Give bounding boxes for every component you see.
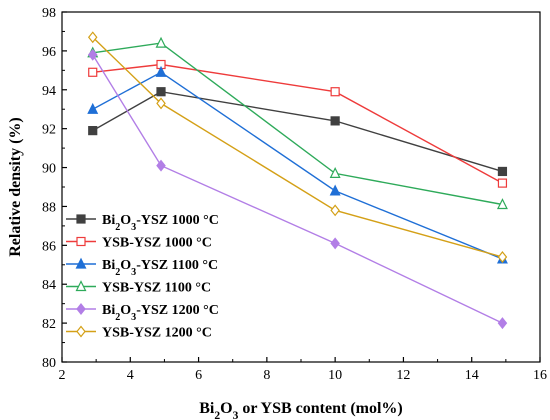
series-2 (88, 59, 508, 188)
data-point (155, 36, 167, 48)
data-point (330, 237, 340, 250)
x-tick-label: 8 (263, 368, 270, 383)
legend-entry-3: Bi2O3-YSZ 1100 °C (66, 257, 218, 278)
x-tick-label: 12 (396, 368, 410, 383)
x-tick-label: 4 (127, 368, 134, 383)
legend-label: Bi2O3-YSZ 1200 °C (102, 303, 219, 323)
legend-label: Bi2O3-YSZ 1000 °C (102, 213, 219, 233)
legend-label: YSB-YSZ 1000 °C (102, 236, 212, 251)
legend-label: YSB-YSZ 1200 °C (102, 326, 212, 341)
data-point (156, 87, 166, 97)
y-tick-label: 94 (42, 84, 56, 99)
y-tick-label: 82 (42, 317, 56, 332)
data-point (156, 97, 166, 110)
y-tick-label: 90 (42, 162, 56, 177)
legend-entry-2: YSB-YSZ 1000 °C (66, 236, 212, 251)
y-tick-label: 84 (42, 278, 56, 293)
data-point (330, 87, 340, 97)
data-point (87, 48, 98, 61)
data-point (87, 102, 99, 114)
legend-label: YSB-YSZ 1100 °C (102, 281, 211, 296)
legend: Bi2O3-YSZ 1000 °C YSB-YSZ 1000 °C Bi2O3-YS… (66, 213, 219, 341)
x-tick-label: 16 (533, 368, 547, 383)
series-line (92, 63, 503, 184)
data-point (496, 198, 508, 210)
legend-marker (75, 257, 87, 269)
y-tick-label: 92 (42, 123, 56, 138)
series-6 (87, 31, 508, 263)
legend-entry-6: YSB-YSZ 1200 °C (66, 326, 212, 341)
data-point (87, 31, 98, 44)
legend-marker (76, 214, 86, 224)
legend-marker (76, 236, 86, 247)
series-line (92, 71, 503, 260)
data-point (329, 184, 341, 196)
legend-marker (76, 303, 86, 315)
y-tick-label: 98 (42, 6, 56, 21)
data-point (497, 251, 508, 263)
series-layer (87, 31, 508, 330)
series-4 (87, 36, 508, 210)
data-point (330, 204, 340, 217)
legend-entry-5: Bi2O3-YSZ 1200 °C (66, 303, 219, 323)
legend-marker (75, 280, 87, 292)
y-tick-label: 80 (42, 356, 56, 371)
series-line (92, 36, 503, 258)
data-point (155, 65, 167, 77)
series-line (92, 54, 503, 324)
x-tick-label: 10 (328, 368, 342, 383)
x-tick-label: 14 (465, 368, 479, 383)
axes: 2 4 6 8 10 12 14 16 80 82 84 86 88 90 92 94 96 98 Bi2O3 or… (7, 6, 547, 420)
y-tick-label: 86 (42, 239, 56, 254)
series-1 (88, 87, 508, 177)
data-point (497, 178, 508, 188)
data-point (497, 317, 508, 330)
series-5 (87, 48, 508, 330)
legend-entry-4: YSB-YSZ 1100 °C (66, 280, 211, 296)
x-axis-title: Bi2O3 or YSB content (mol%) (199, 400, 403, 420)
series-line (92, 42, 503, 206)
legend-entry-1: Bi2O3-YSZ 1000 °C (66, 213, 219, 233)
data-point (329, 167, 341, 178)
y-axis-title: Relative density (%) (7, 117, 24, 257)
data-point (497, 166, 508, 177)
x-tick-label: 2 (59, 368, 66, 383)
x-tick-label: 6 (195, 368, 202, 383)
y-tick-label: 88 (42, 200, 56, 215)
legend-label: Bi2O3-YSZ 1100 °C (102, 258, 218, 278)
data-point (330, 116, 340, 126)
plot-frame (61, 11, 541, 363)
y-tick-label: 96 (42, 45, 56, 60)
legend-marker (76, 325, 86, 338)
data-point (88, 126, 98, 136)
series-line (92, 90, 503, 173)
data-point (88, 67, 98, 77)
data-point (156, 159, 166, 172)
